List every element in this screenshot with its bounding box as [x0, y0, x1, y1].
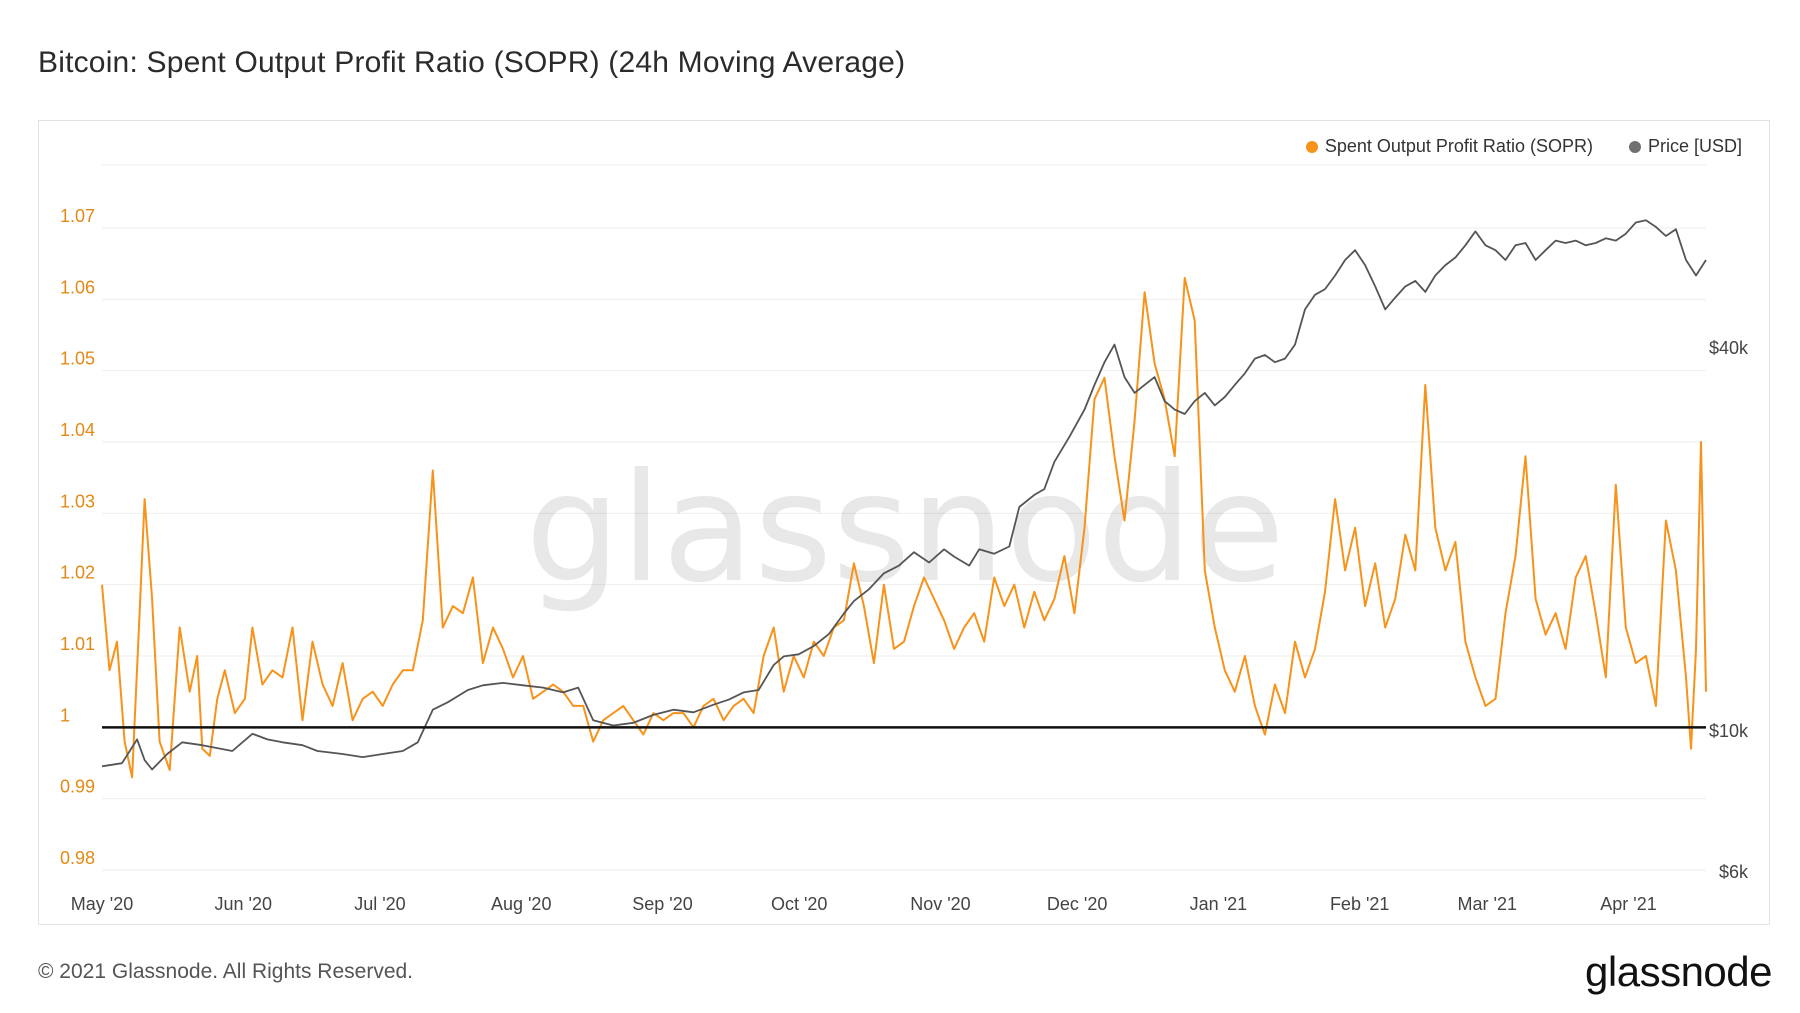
y-left-tick-label: 1.03 — [60, 491, 95, 511]
y-left-tick-label: 1.06 — [60, 277, 95, 297]
legend-item-sopr[interactable]: Spent Output Profit Ratio (SOPR) — [1305, 136, 1593, 157]
y-left-tick-label: 1.01 — [60, 634, 95, 654]
x-tick-label: Jan '21 — [1190, 894, 1247, 914]
y-left-tick-label: 1.04 — [60, 420, 95, 440]
x-tick-label: Jun '20 — [215, 894, 272, 914]
legend-item-price[interactable]: Price [USD] — [1628, 136, 1742, 157]
y-right-tick-label: $6k — [1719, 862, 1749, 882]
legend-label-price: Price [USD] — [1647, 136, 1742, 156]
x-tick-label: Nov '20 — [910, 894, 970, 914]
glassnode-logo[interactable]: glassnode — [1585, 948, 1772, 995]
x-tick-label: Oct '20 — [771, 894, 827, 914]
y-left-tick-label: 1.07 — [60, 206, 95, 226]
x-tick-label: Mar '21 — [1458, 894, 1517, 914]
y-left-tick-label: 1 — [60, 705, 70, 725]
x-tick-label: Sep '20 — [632, 894, 693, 914]
price-series-line[interactable] — [101, 219, 1707, 771]
legend-dot-sopr — [1305, 140, 1318, 153]
y-right-tick-label: $10k — [1709, 721, 1749, 741]
x-tick-label: Dec '20 — [1047, 894, 1107, 914]
x-tick-label: Apr '21 — [1600, 894, 1656, 914]
y-right-tick-label: $40k — [1709, 338, 1749, 358]
x-tick-label: Jul '20 — [354, 894, 405, 914]
x-tick-label: Aug '20 — [491, 894, 552, 914]
copyright-text: © 2021 Glassnode. All Rights Reserved. — [38, 960, 414, 983]
watermark: glassnode — [525, 442, 1284, 616]
legend-dot-price — [1628, 140, 1641, 153]
chart-panel — [38, 120, 1770, 925]
y-left-tick-label: 1.05 — [60, 349, 95, 369]
y-left-tick-label: 0.99 — [60, 777, 95, 797]
sopr-series-line[interactable] — [101, 276, 1707, 779]
chart-title: Bitcoin: Spent Output Profit Ratio (SOPR… — [38, 46, 906, 79]
y-left-tick-label: 0.98 — [60, 848, 95, 868]
y-left-tick-label: 1.02 — [60, 563, 95, 583]
x-tick-label: May '20 — [71, 894, 133, 914]
x-tick-label: Feb '21 — [1330, 894, 1389, 914]
chart-legend: Spent Output Profit Ratio (SOPR) Price [… — [1305, 136, 1742, 157]
legend-label-sopr: Spent Output Profit Ratio (SOPR) — [1324, 136, 1593, 156]
